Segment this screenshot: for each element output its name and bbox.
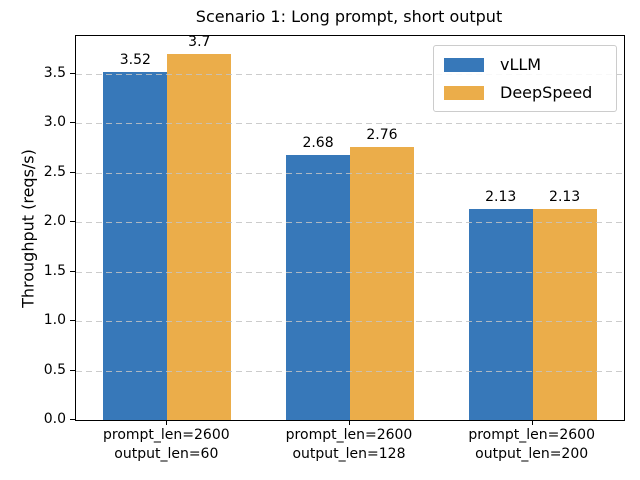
bar-value-label: 3.7: [188, 34, 211, 51]
y-tick-label: 0.0: [43, 411, 66, 427]
gridline-y-0.5: [76, 370, 624, 372]
bar-DeepSpeed-group3: [532, 209, 597, 420]
x-tick-label-line: prompt_len=2600: [285, 427, 413, 443]
legend-swatch-icon: [444, 57, 484, 72]
x-tick-label-group2: prompt_len=2600 output_len=128: [254, 426, 444, 464]
y-tick-mark: [70, 369, 75, 371]
y-tick-mark: [70, 73, 75, 75]
bar-value-label: 3.52: [119, 52, 151, 69]
y-tick-mark: [70, 122, 75, 124]
x-tick-label-line: output_len=60: [114, 445, 219, 462]
gridline-y-1.5: [76, 271, 624, 273]
x-tick-label-line: prompt_len=2600: [103, 427, 230, 443]
gridline-y-2.0: [76, 222, 624, 224]
legend: vLLM DeepSpeed: [433, 45, 617, 112]
x-tick-label-group3: prompt_len=2600 output_len=200: [437, 426, 627, 464]
bar-vLLM-group2: [286, 155, 350, 420]
y-tick-label: 2.0: [43, 213, 66, 230]
y-tick-label: 0.5: [43, 361, 66, 378]
y-tick-mark: [70, 270, 75, 272]
y-tick-mark: [70, 221, 75, 223]
x-tick-label-group1: prompt_len=2600 output_len=60: [71, 426, 261, 464]
legend-label: DeepSpeed: [500, 83, 593, 102]
bar-vLLM-group1: [103, 72, 168, 420]
y-tick-mark: [70, 171, 75, 173]
gridline-y-3.0: [76, 123, 624, 125]
legend-row-DeepSpeed: DeepSpeed: [444, 83, 606, 102]
y-tick-mark: [70, 419, 75, 420]
gridline-y-1.0: [76, 321, 624, 323]
gridline-y-3.5: [76, 74, 624, 76]
x-tick-label-line: output_len=128: [292, 445, 406, 462]
bar-DeepSpeed-group2: [350, 147, 414, 420]
legend-label: vLLM: [500, 55, 542, 74]
x-tick-mark: [531, 420, 533, 425]
y-tick-label: 2.5: [43, 163, 66, 180]
bar-value-label: 2.68: [302, 135, 334, 152]
y-tick-label: 3.5: [43, 65, 66, 82]
x-tick-mark: [349, 420, 350, 425]
legend-swatch-icon: [444, 85, 484, 100]
x-tick-label-line: prompt_len=2600: [468, 427, 595, 443]
bar-DeepSpeed-group1: [167, 54, 232, 420]
gridline-y-2.5: [76, 172, 624, 174]
bar-vLLM-group3: [468, 209, 533, 420]
y-tick-label: 1.5: [43, 262, 66, 279]
x-tick-mark: [166, 420, 168, 425]
y-tick-mark: [70, 320, 75, 322]
y-tick-label: 1.0: [43, 312, 66, 329]
chart-title: Scenario 1: Long prompt, short output: [195, 7, 503, 26]
bar-value-label: 2.13: [549, 189, 581, 206]
bar-value-label: 2.76: [366, 127, 398, 144]
bar-value-label: 2.13: [485, 189, 517, 206]
x-tick-label-line: output_len=200: [475, 445, 589, 462]
y-tick-label: 3.0: [43, 114, 66, 131]
legend-row-vLLM: vLLM: [444, 55, 606, 74]
